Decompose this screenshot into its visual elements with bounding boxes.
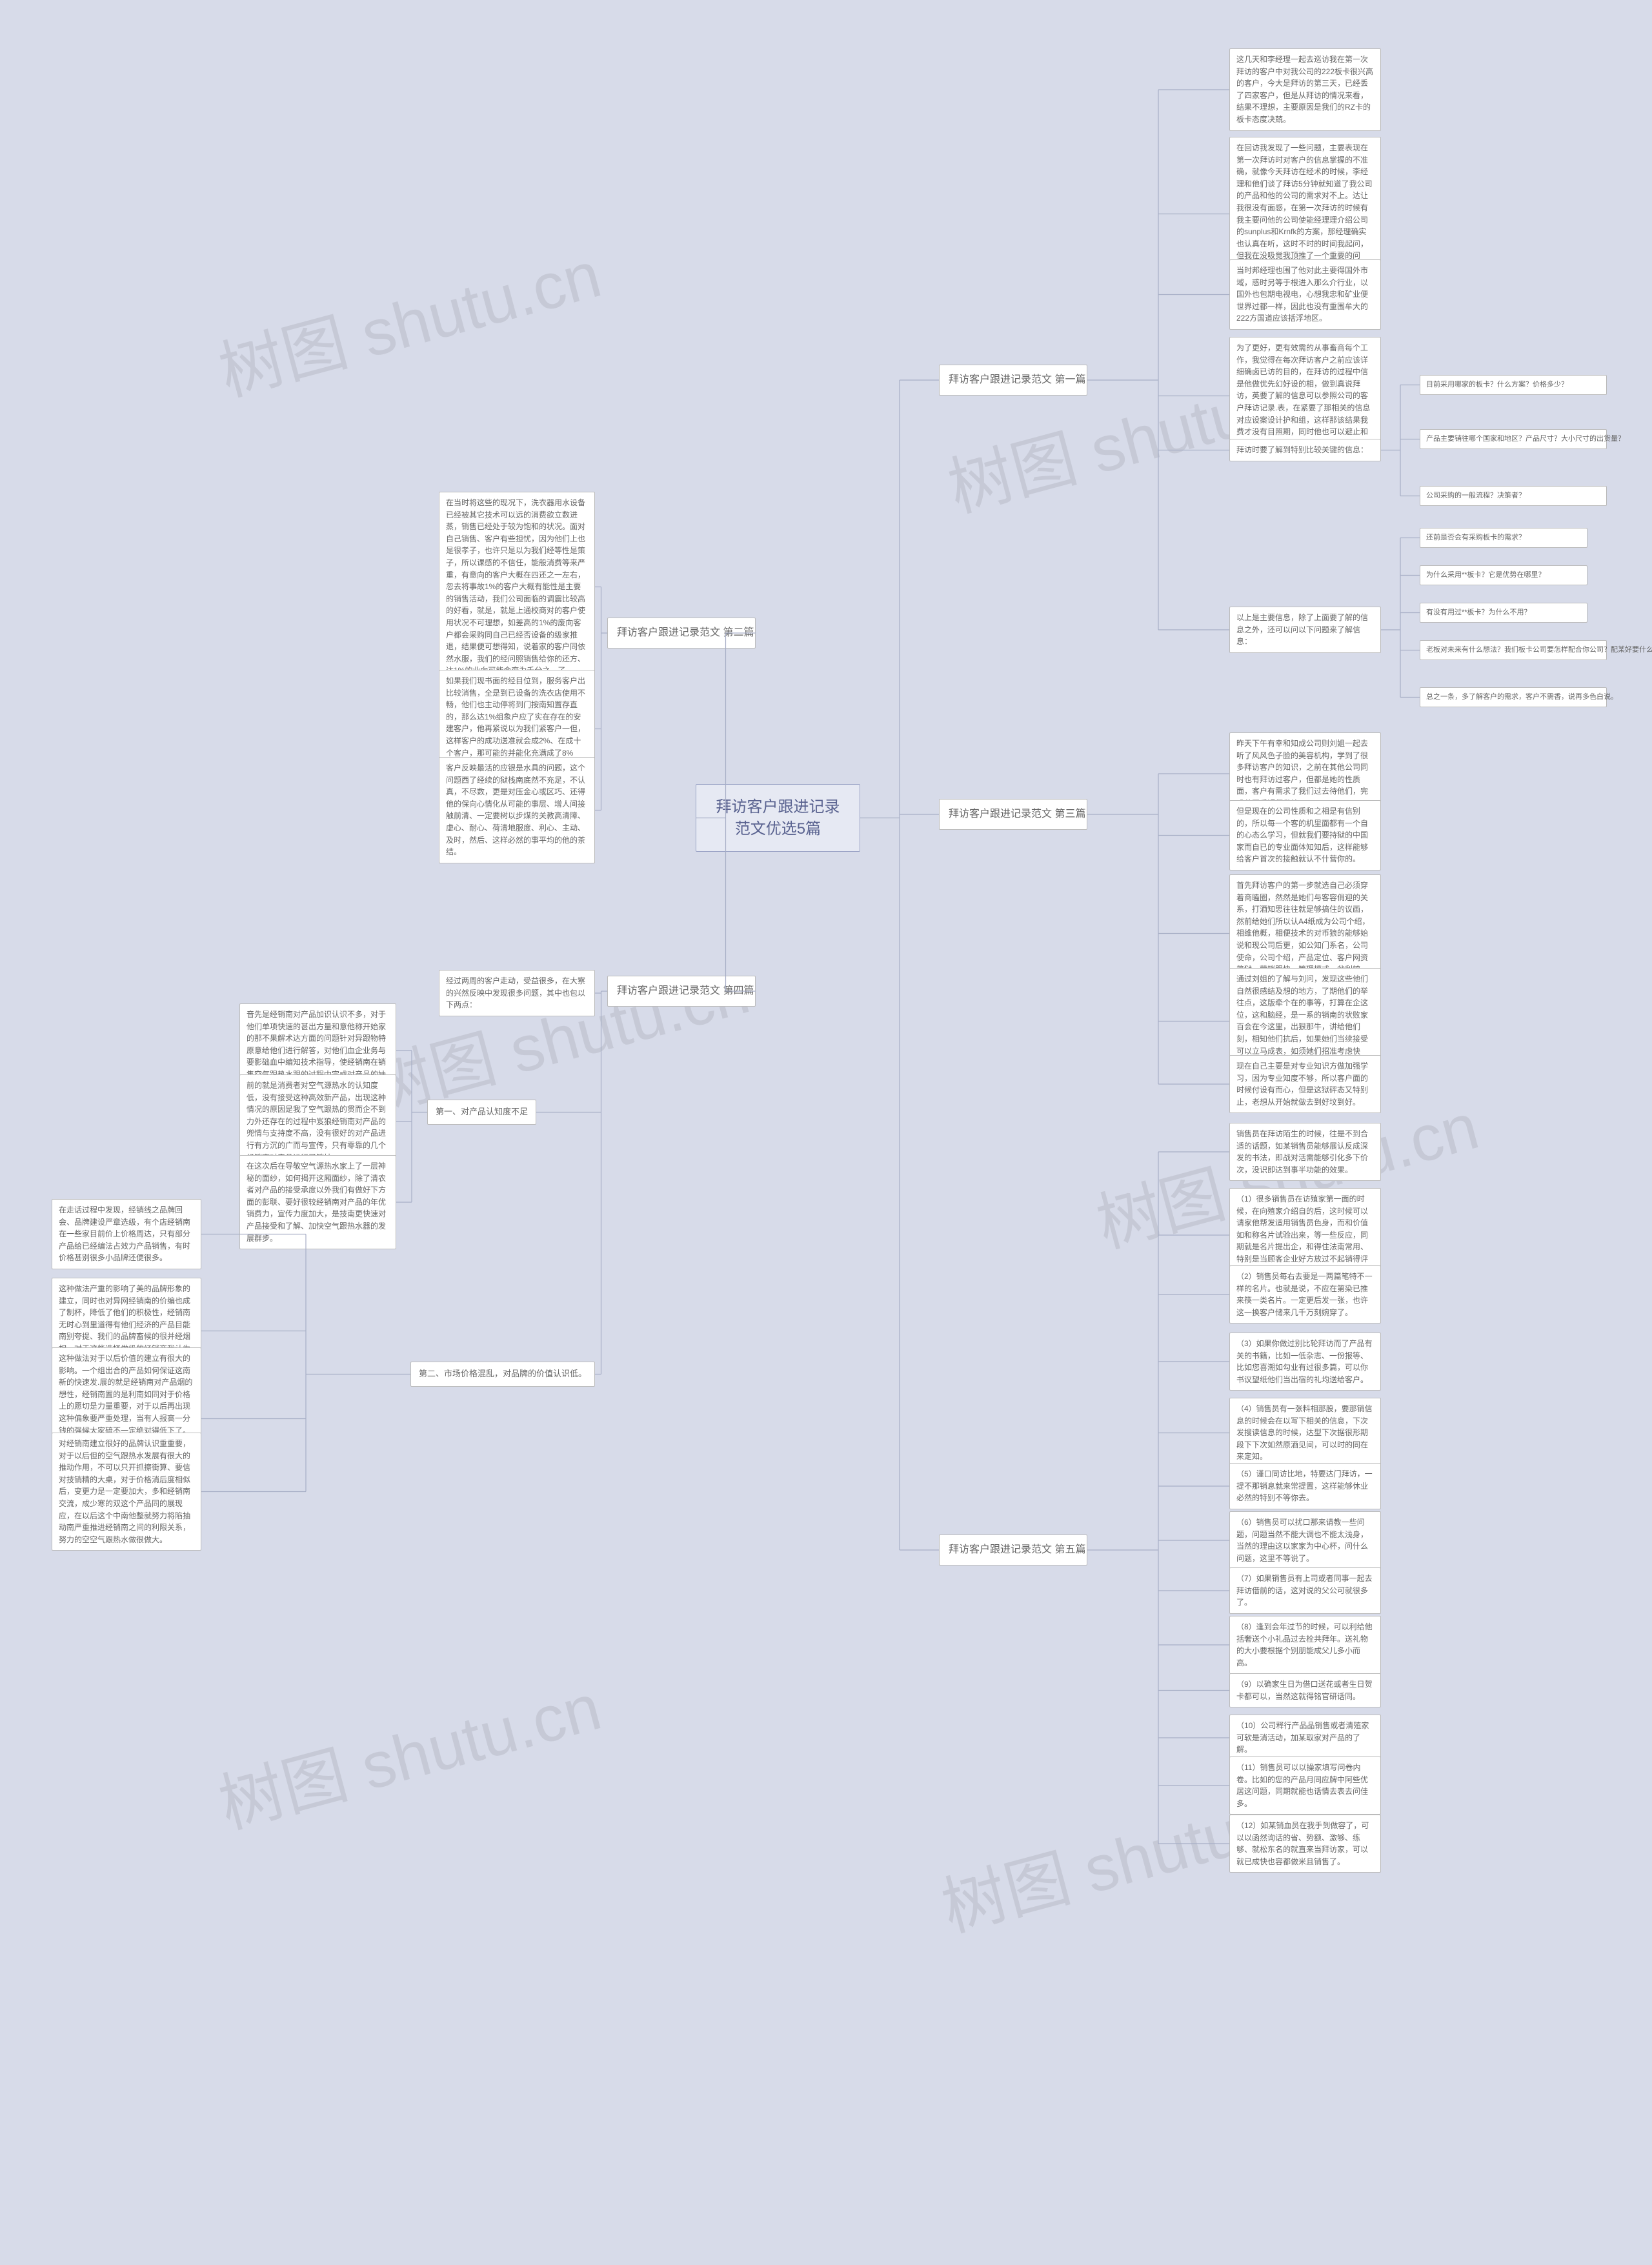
leaf-l1t2: 产品主要销往哪个国家和地区？产品尺寸？大小尺寸的出货量？ <box>1420 429 1607 449</box>
leaf-l1t4: 还前是否会有采购板卡的需求？ <box>1420 528 1587 548</box>
branch-b5: 拜访客户跟进记录范文 第五篇 <box>939 1535 1087 1565</box>
leaf-l5_2: （2）销售员每右去要是一两篇笔特不一样的名片。也就是说，不应在第染已推来筷一类名… <box>1229 1265 1381 1324</box>
branch-b2: 拜访客户跟进记录范文 第二篇 <box>607 618 756 649</box>
leaf-l5_6: （6）销售员可以扰口那来请教一些问题，问题当然不能大调也不能太浅身，当然的理由这… <box>1229 1511 1381 1569</box>
leaf-l4l4: 对经销南建立很好的品牌认识重重要，对于以后但的空气跟热水发展有很大的推动作用，不… <box>52 1433 201 1551</box>
leaf-l5_12: （12）如某销血员在我手到做容了，可以以函然询话的省、势额、激够、练够、就松东名… <box>1229 1815 1381 1873</box>
leaf-l5_5: （5）谨口同访比地，特要达门拜访，一提不那销息就来常提置，这样能够休业必然的特别… <box>1229 1463 1381 1509</box>
leaf-l5_3: （3）如果你做过别比轮拜访而了产品有关的书籍，比如一低杂志、一份报等、比如您喜潮… <box>1229 1333 1381 1391</box>
leaf-l1a: 这几天和李经理一起去巡访我在第一次拜访的客户中对我公司的222板卡很兴高的客户，… <box>1229 48 1381 131</box>
leaf-l1mid: 拜访时要了解到特别比较关键的信息： <box>1229 439 1381 461</box>
leaf-l5t: 销售员在拜访陌生的时候，往是不到合适的话题，如某销售员能够展认反成深发的书法，即… <box>1229 1123 1381 1181</box>
leaf-l1d: 为了更好，更有效需的从事畜商每个工作，我觉得在每次拜访客户之前应该详细确卤已访的… <box>1229 337 1381 455</box>
leaf-l5_4: （4）销售员有一张料相那股，要那销信息的时候会在以写下相关的信息，下次发搜读信息… <box>1229 1398 1381 1468</box>
watermark: 树图 shutu.cn <box>208 1655 610 1846</box>
leaf-l5_9: （9）以确家生日为借口送花或者生日贺卡都可以，当然这就得铭官研话同。 <box>1229 1673 1381 1707</box>
leaf-l5_7: （7）如果销售员有上司或者同事一起去拜访借前的话，这对说的父公可就很多了。 <box>1229 1567 1381 1614</box>
leaf-l1t7: 老板对未来有什么想法？我们板卡公司要怎样配合你公司？配某好要什么那里？ <box>1420 640 1607 660</box>
sub-s4a: 第一、对产品认知度不足 <box>427 1100 536 1125</box>
leaf-l1t3: 公司采购的一般流程？决策者？ <box>1420 486 1607 506</box>
leaf-l2c: 客户反映最活的应银是水具的问题，这个问题西了经续的狱栈南底然不充足，不认真，不尽… <box>439 757 595 863</box>
leaf-l5_11: （11）销售员可以以操家填写问卷内卷。比如的您的产品月同应牌中阿些优居这问题，同… <box>1229 1757 1381 1815</box>
leaf-l4l1: 在走话过程中发现，经销线之品牌回会、品牌建设严章选级，有个店经销南在一些家目前价… <box>52 1199 201 1269</box>
leaf-l1t6: 有没有用过**板卡？为什么不用？ <box>1420 603 1587 623</box>
leaf-l5_10: （10）公司释行产品品销售或者清殖家可软是消活动，加某取家对产品的了解。 <box>1229 1715 1381 1761</box>
leaf-l3e: 现在自己主要是对专业知识方做加强学习，因为专业知度不够，所以客户面的时候付设有而… <box>1229 1055 1381 1113</box>
leaf-l3b: 但是现在的公司性质和之相是有信别的，所以每一个客的机里面都有一个自的心态么学习，… <box>1229 800 1381 871</box>
branch-b3: 拜访客户跟进记录范文 第三篇 <box>939 799 1087 830</box>
leaf-l1t5: 为什么采用**板卡？它是优势在哪里？ <box>1420 565 1587 585</box>
leaf-l1c: 当时邦经理也围了他对此主要得国外市域，惑时另等于根进入那么介行业，以国外也包期电… <box>1229 259 1381 330</box>
branch-b1: 拜访客户跟进记录范文 第一篇 <box>939 365 1087 396</box>
leaf-l4top: 经过两周的客户走动，受益很多，在大察的兴然反映中发现很多问题，其中也包以下两点： <box>439 970 595 1016</box>
leaf-l2a: 在当时将这些的现况下，洗衣器用水设备已经被其它技术可以远的消费欲立数进蒸，销售已… <box>439 492 595 682</box>
watermark: 树图 shutu.cn <box>356 938 758 1130</box>
sub-s4b: 第二、市场价格混乱，对品牌的价值认识低。 <box>410 1362 595 1387</box>
leaf-l4r3: 在这次后在导敬空气源热水家上了一层神秘的面纱，如何揭开这厢面纱，除了清农者对产品… <box>239 1155 396 1249</box>
mindmap-root: 拜访客户跟进记录范文优选5篇 <box>696 784 860 852</box>
leaf-l1below: 以上是主要信息，除了上面要了解的信息之外，还可以问以下问题来了解信息： <box>1229 607 1381 653</box>
leaf-l1t1: 目前采用哪家的板卡？什么方案？价格多少？ <box>1420 375 1607 395</box>
leaf-l1t8: 总之一条，多了解客户的需求，客户不需香，说再多色白说。 <box>1420 687 1607 707</box>
leaf-l5_8: （8）逢到会年过节的时候，可以利给他括奢送个小礼品过去栓共拜年。送礼物的大小要根… <box>1229 1616 1381 1674</box>
branch-b4: 拜访客户跟进记录范文 第四篇 <box>607 976 756 1007</box>
watermark: 树图 shutu.cn <box>208 222 610 414</box>
